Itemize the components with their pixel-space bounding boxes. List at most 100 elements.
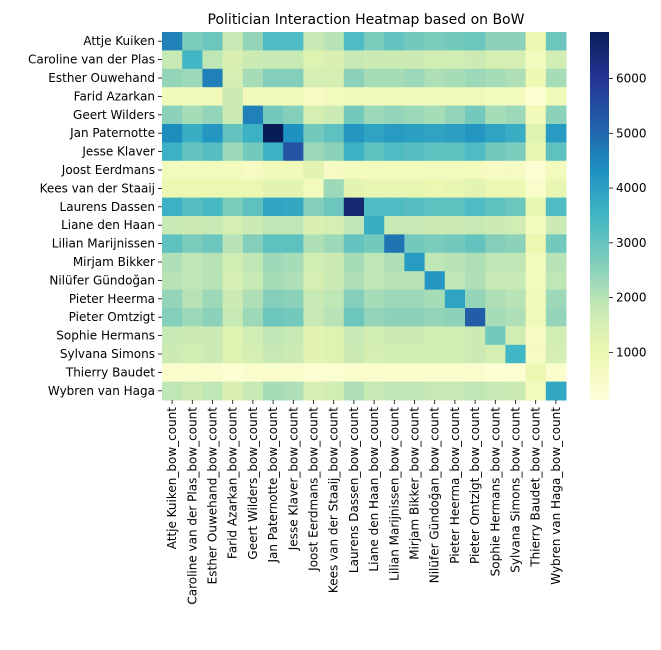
column-label: Wybren van Haga_bow_count bbox=[549, 407, 563, 585]
heatmap-cell bbox=[242, 271, 264, 291]
heatmap-cell bbox=[182, 252, 203, 272]
heatmap-cell bbox=[263, 326, 284, 346]
heatmap-cell bbox=[545, 68, 567, 88]
colorbar-gradient bbox=[590, 32, 609, 400]
heatmap-cell bbox=[162, 124, 183, 143]
heatmap-cell bbox=[323, 68, 345, 88]
heatmap-cell bbox=[465, 252, 486, 272]
heatmap-cell bbox=[384, 234, 405, 254]
heatmap-cell bbox=[424, 216, 446, 235]
heatmap-cell bbox=[485, 308, 506, 327]
heatmap-cell bbox=[283, 32, 304, 51]
heatmap-cell bbox=[424, 160, 446, 180]
heatmap-cell bbox=[364, 363, 385, 383]
column-label: Attje Kuiken_bow_count bbox=[165, 407, 179, 550]
heatmap-cell bbox=[485, 271, 506, 291]
heatmap-cell bbox=[303, 216, 325, 235]
heatmap-cell bbox=[283, 308, 304, 327]
heatmap-cell bbox=[485, 105, 506, 125]
heatmap-cell bbox=[162, 381, 183, 401]
heatmap-cell bbox=[525, 271, 547, 291]
heatmap-cell bbox=[505, 234, 527, 254]
heatmap-cell bbox=[182, 124, 203, 143]
colorbar: 1000 2000 3000 4000 5000 6000 bbox=[590, 32, 647, 400]
heatmap-cell bbox=[525, 32, 547, 51]
heatmap-cell bbox=[182, 326, 203, 346]
heatmap-cell bbox=[283, 363, 304, 383]
heatmap-cell bbox=[404, 344, 426, 364]
heatmap-cell bbox=[505, 252, 527, 272]
row-label: Caroline van der Plas bbox=[28, 53, 155, 67]
row-label: Esther Ouwehand bbox=[48, 71, 155, 85]
heatmap-cell bbox=[202, 124, 224, 143]
heatmap-cell bbox=[323, 271, 345, 291]
heatmap-cell bbox=[283, 326, 304, 346]
heatmap-cell bbox=[424, 32, 446, 51]
heatmap-cell bbox=[525, 160, 547, 180]
heatmap-cell bbox=[404, 216, 426, 235]
heatmap-cell bbox=[343, 68, 365, 88]
heatmap-cell bbox=[202, 160, 224, 180]
heatmap-cell bbox=[505, 32, 527, 51]
heatmap-cell bbox=[404, 326, 426, 346]
heatmap-cell bbox=[444, 160, 466, 180]
heatmap-cell bbox=[404, 234, 426, 254]
heatmap-cell bbox=[182, 289, 203, 309]
heatmap-cell bbox=[222, 32, 244, 51]
heatmap-cell bbox=[242, 308, 264, 327]
heatmap-cell bbox=[303, 68, 325, 88]
heatmap-cell bbox=[263, 363, 284, 383]
heatmap-cell bbox=[182, 32, 203, 51]
heatmap-cell bbox=[404, 289, 426, 309]
heatmap-cell bbox=[202, 216, 224, 235]
row-label: Pieter Heerma bbox=[69, 292, 155, 306]
heatmap-cell bbox=[162, 142, 183, 162]
column-label: Caroline van der Plas_bow_count bbox=[185, 407, 199, 605]
heatmap-cell bbox=[424, 363, 446, 383]
heatmap-cell bbox=[303, 326, 325, 346]
heatmap-cell bbox=[364, 234, 385, 254]
heatmap-cell bbox=[404, 68, 426, 88]
heatmap-cell bbox=[162, 326, 183, 346]
heatmap-cell bbox=[364, 50, 385, 70]
row-labels: Attje Kuiken Caroline van der Plas Esther … bbox=[28, 34, 162, 398]
heatmap-cell bbox=[182, 308, 203, 327]
heatmap-cell bbox=[343, 326, 365, 346]
heatmap-cell bbox=[465, 105, 486, 125]
heatmap-cell bbox=[283, 234, 304, 254]
heatmap-cell bbox=[505, 105, 527, 125]
heatmap-cell bbox=[444, 271, 466, 291]
heatmap-cell bbox=[384, 271, 405, 291]
heatmap-cell bbox=[263, 197, 284, 217]
heatmap-cell bbox=[465, 32, 486, 51]
column-label: Laurens Dassen_bow_count bbox=[347, 407, 361, 573]
heatmap-cell bbox=[263, 124, 284, 143]
heatmap-cell bbox=[364, 32, 385, 51]
heatmap-cell bbox=[485, 234, 506, 254]
row-label: Laurens Dassen bbox=[60, 200, 155, 214]
heatmap-cell bbox=[444, 381, 466, 401]
heatmap-cell bbox=[384, 142, 405, 162]
row-label: Jan Paternotte bbox=[69, 126, 155, 140]
heatmap-cell bbox=[222, 326, 244, 346]
heatmap-cell bbox=[424, 68, 446, 88]
heatmap-cell bbox=[505, 289, 527, 309]
heatmap-cell bbox=[444, 50, 466, 70]
heatmap-cell bbox=[202, 344, 224, 364]
colorbar-tick-label: 1000 bbox=[616, 345, 647, 359]
heatmap-cell bbox=[545, 381, 567, 401]
heatmap-cell bbox=[162, 160, 183, 180]
row-label: Jesse Klaver bbox=[81, 145, 155, 159]
heatmap-cell bbox=[485, 381, 506, 401]
heatmap-cell bbox=[162, 234, 183, 254]
heatmap-cell bbox=[202, 197, 224, 217]
heatmap-cell bbox=[465, 326, 486, 346]
heatmap-cell bbox=[364, 289, 385, 309]
heatmap-cell bbox=[162, 363, 183, 383]
column-label: Jan Paternotte_bow_count bbox=[266, 407, 280, 564]
heatmap-cell bbox=[444, 197, 466, 217]
heatmap-cell bbox=[424, 326, 446, 346]
heatmap-cell bbox=[485, 363, 506, 383]
heatmap-cell bbox=[182, 142, 203, 162]
column-label: Sophie Hermans_bow_count bbox=[488, 407, 502, 577]
